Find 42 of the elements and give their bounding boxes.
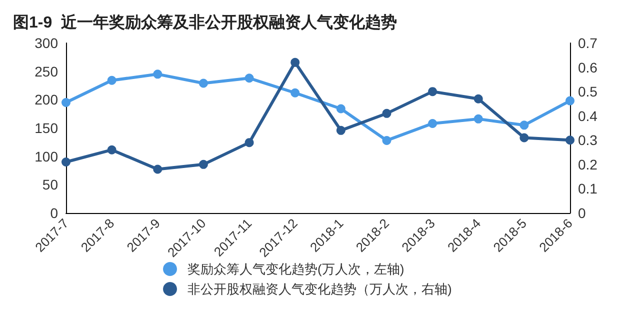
point bbox=[566, 96, 574, 106]
y-tick-label: 250 bbox=[34, 63, 58, 80]
point bbox=[62, 158, 70, 166]
point bbox=[107, 76, 116, 85]
y2-tick-label: 0.5 bbox=[578, 84, 598, 100]
point bbox=[153, 70, 162, 79]
point bbox=[198, 160, 208, 169]
point bbox=[382, 136, 392, 145]
point bbox=[428, 118, 438, 128]
point bbox=[520, 133, 529, 142]
y-tick-label: 300 bbox=[34, 35, 58, 51]
y-tick-label: 200 bbox=[34, 92, 58, 108]
y-tick-label: 100 bbox=[34, 148, 58, 164]
y2-tick-label: 0.2 bbox=[578, 156, 598, 172]
point bbox=[62, 98, 70, 107]
point bbox=[290, 58, 300, 67]
point bbox=[336, 126, 346, 135]
point bbox=[382, 108, 392, 118]
y2-tick-label: 0.4 bbox=[578, 108, 598, 124]
point bbox=[520, 120, 529, 130]
point bbox=[107, 145, 116, 154]
y2-tick-label: 0.1 bbox=[578, 180, 598, 197]
point bbox=[336, 104, 346, 114]
legend-label: 非公开股权融资人气变化趋势（万人次，右轴) bbox=[188, 282, 452, 296]
point bbox=[244, 138, 254, 148]
y-tick-label: 0 bbox=[50, 205, 58, 221]
y2-tick-label: 0 bbox=[578, 205, 586, 221]
legend-label: 奖励众筹人气变化趋势(万人次，左轴) bbox=[188, 262, 404, 276]
point bbox=[244, 74, 254, 83]
point bbox=[198, 78, 208, 88]
y-tick-label: 50 bbox=[42, 176, 58, 193]
y2-tick-label: 0.3 bbox=[578, 132, 598, 148]
y2-tick-label: 0.7 bbox=[578, 35, 598, 51]
y2-tick-label: 0.6 bbox=[578, 59, 598, 76]
point bbox=[428, 87, 438, 96]
y-tick-label: 150 bbox=[34, 120, 58, 136]
point bbox=[566, 136, 574, 145]
point bbox=[290, 88, 300, 98]
point bbox=[474, 94, 483, 104]
chart-title: 图1-9 近一年奖励众筹及非公开股权融资人气变化趋势 bbox=[13, 14, 398, 32]
point bbox=[153, 164, 162, 174]
point bbox=[474, 114, 483, 124]
